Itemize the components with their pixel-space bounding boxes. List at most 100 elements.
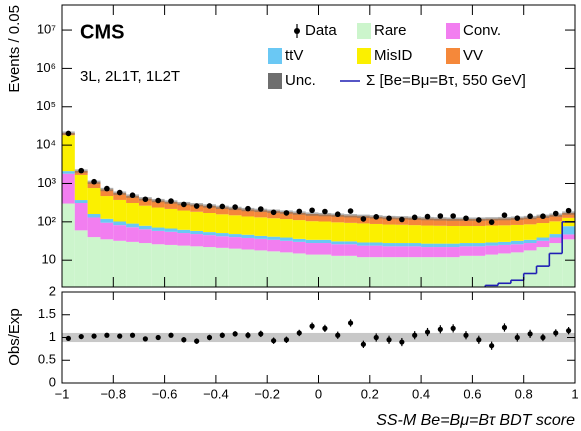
x-tick-label: −1 <box>55 386 70 401</box>
legend-label: Σ [Be=Bμ=Bτ, 550 GeV] <box>366 72 526 89</box>
stack-bar <box>113 199 127 222</box>
ratio-point <box>386 337 392 343</box>
stack-bar <box>395 257 409 287</box>
stack-bar <box>498 244 511 254</box>
ratio-point <box>527 331 533 337</box>
stack-bar <box>318 221 332 240</box>
stack-bar <box>203 247 216 287</box>
stack-bar <box>498 253 511 287</box>
stack-bar <box>369 216 383 224</box>
stack-bar <box>215 236 229 248</box>
data-point <box>232 204 238 210</box>
ratio-y-tick-label: 0 <box>49 374 56 389</box>
stack-bar <box>459 255 473 287</box>
stack-bar <box>203 212 216 233</box>
stack-bar <box>382 224 396 244</box>
stack-bar <box>446 219 460 226</box>
stack-bar <box>280 237 293 241</box>
stack-bar <box>549 234 563 238</box>
legend-label: ttV <box>285 47 303 64</box>
data-point <box>65 130 72 137</box>
data-point <box>360 216 367 222</box>
x-tick-label: −0.4 <box>203 386 229 401</box>
stack-bar <box>536 223 550 238</box>
x-tick-label: 0 <box>315 386 322 401</box>
ratio-plot <box>62 319 575 350</box>
stack-bar <box>408 246 422 258</box>
stack-bar <box>292 220 306 239</box>
stack-bar <box>292 238 306 242</box>
stack-bar <box>62 173 75 204</box>
stack-bar <box>267 251 281 287</box>
stack-bar <box>446 247 460 258</box>
y-tick-label: 10⁵ <box>36 98 56 113</box>
stack-bar <box>280 240 293 253</box>
stack-bar <box>446 257 460 287</box>
ratio-point <box>129 332 136 338</box>
data-point <box>540 213 546 220</box>
stack-bar <box>395 224 409 244</box>
ratio-point <box>373 334 379 341</box>
stack-bar <box>305 214 319 222</box>
stack-bar <box>164 208 178 229</box>
stack-bar <box>382 243 396 247</box>
ratio-point <box>258 331 264 337</box>
plot-frame <box>61 4 576 288</box>
ratio-point <box>322 325 328 331</box>
stack-bar <box>74 200 88 203</box>
stack-bar <box>254 250 268 287</box>
stack-bar <box>151 207 165 228</box>
data-point <box>450 213 456 219</box>
x-tick-label: 1 <box>571 386 578 401</box>
ratio-point <box>553 330 559 336</box>
stack-bar <box>433 257 447 287</box>
data-point <box>206 203 213 209</box>
legend-swatch <box>268 73 282 89</box>
stack-bar <box>87 182 101 189</box>
stack-bar <box>87 217 101 238</box>
stack-bar <box>62 203 75 287</box>
stack-bar <box>356 257 370 287</box>
ratio-point <box>489 343 495 349</box>
ratio-y-axis-label: Obs/Exp <box>6 308 23 366</box>
stack-bar <box>87 214 101 218</box>
stack-bar <box>241 216 255 235</box>
data-point <box>463 215 469 222</box>
ratio-point <box>91 333 97 339</box>
ratio-point <box>232 331 238 337</box>
stack-bar <box>100 239 114 287</box>
ratio-y-tick-label: 2 <box>49 283 56 298</box>
stack-bar <box>472 225 486 244</box>
x-tick-label: 0.4 <box>412 386 430 401</box>
ratio-point <box>437 326 443 332</box>
data-point <box>193 203 200 209</box>
ratio-point <box>309 323 315 329</box>
stack-bar <box>510 244 524 253</box>
legend-marker <box>294 28 300 34</box>
data-point <box>565 207 572 214</box>
legend-swatch <box>357 23 371 39</box>
data-point <box>527 213 533 220</box>
stack-bar <box>472 255 486 287</box>
stack-bar <box>190 230 204 235</box>
stack-bar <box>228 234 242 238</box>
data-point <box>142 196 149 203</box>
stack-bar <box>177 229 191 234</box>
stack-bar <box>485 254 499 287</box>
ratio-point <box>540 334 546 341</box>
stack-bar <box>305 239 319 244</box>
stack-bar <box>151 200 165 208</box>
selection-label: 3L, 2L1T, 1L2T <box>80 68 180 85</box>
data-point <box>91 178 97 185</box>
data-point <box>437 213 444 219</box>
stack-bar <box>421 257 434 287</box>
data-point <box>270 209 277 216</box>
legend-swatch <box>357 48 371 64</box>
stack-bar <box>305 221 319 240</box>
ratio-point <box>412 332 418 338</box>
stack-bar <box>408 243 422 247</box>
stack-bar <box>113 240 127 287</box>
ratio-point <box>463 332 469 338</box>
y-tick-label: 10 <box>42 252 56 267</box>
stack-bar <box>228 215 242 235</box>
